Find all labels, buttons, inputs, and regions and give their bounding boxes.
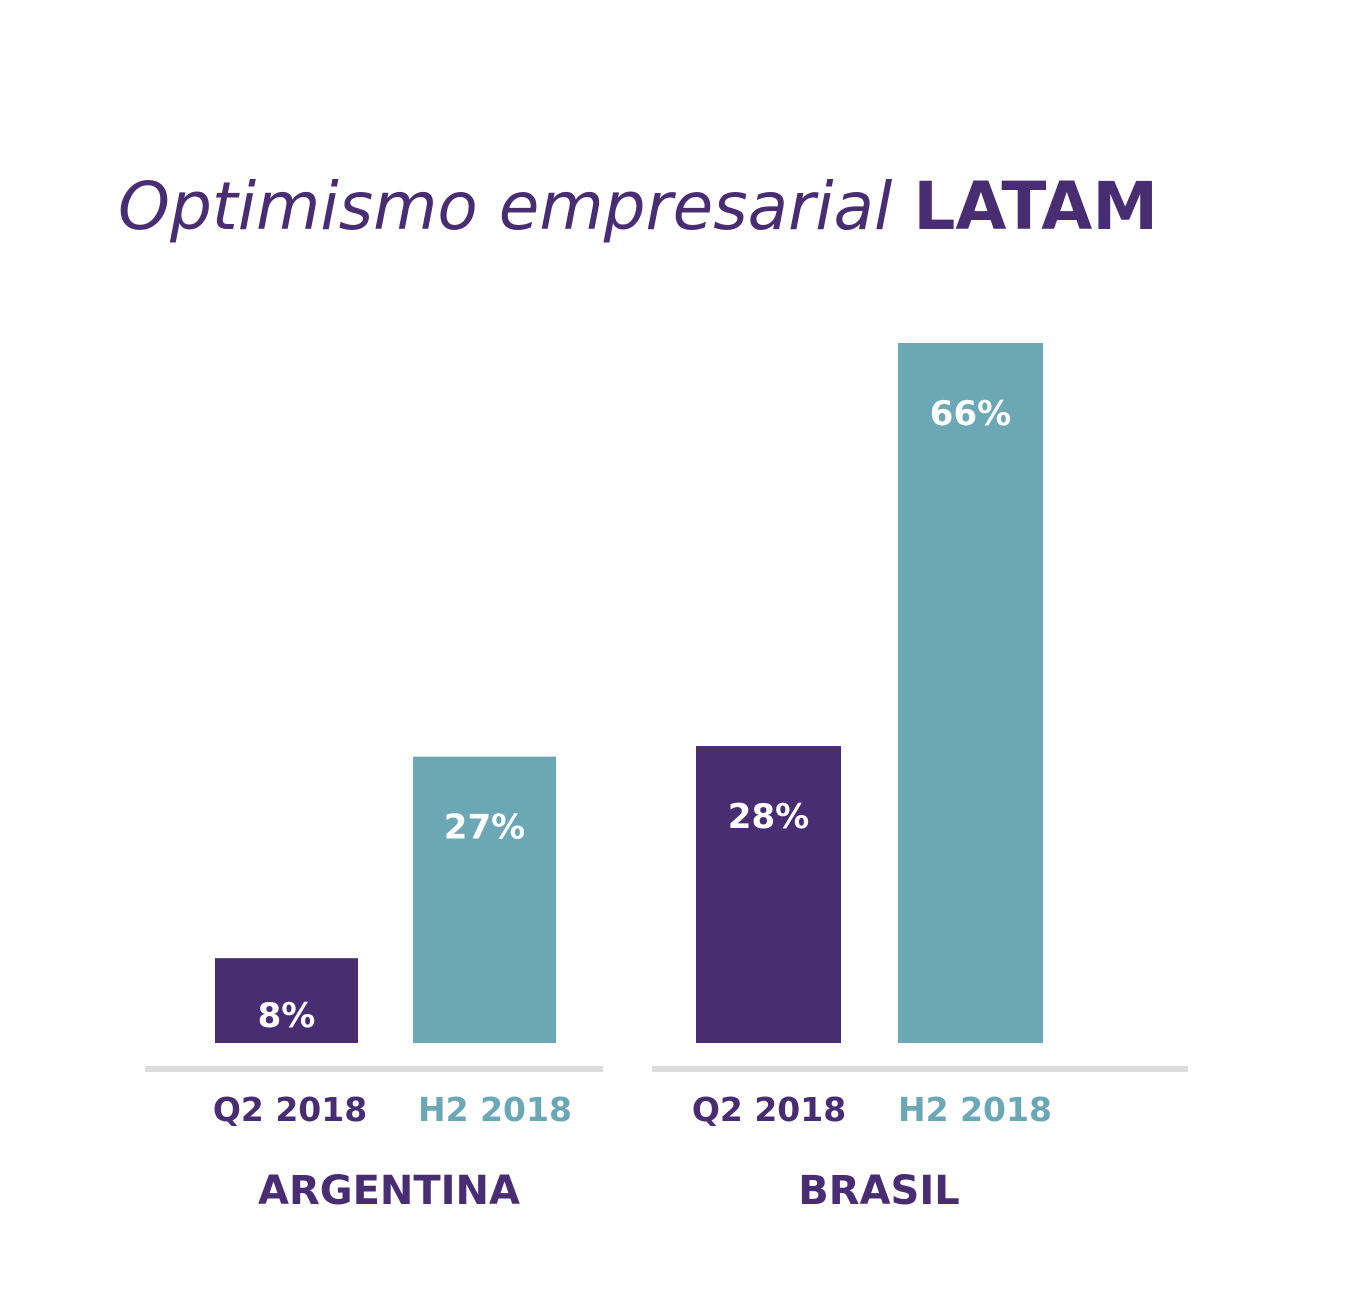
bar <box>413 756 556 1043</box>
title-bold: LATAM <box>913 168 1158 245</box>
bar <box>696 746 841 1043</box>
chart-title: Optimismo empresarial LATAM <box>118 168 1158 245</box>
x-tick-label: H2 2018 <box>418 1090 572 1129</box>
x-tick-label: H2 2018 <box>898 1090 1052 1129</box>
title-text: Optimismo empresarial <box>118 168 893 245</box>
data-label: 27% <box>444 808 525 848</box>
group-label: ARGENTINA <box>258 1168 520 1214</box>
group-label: BRASIL <box>798 1168 959 1214</box>
x-tick-label: Q2 2018 <box>692 1090 846 1129</box>
bar <box>898 343 1043 1043</box>
x-axis-line <box>652 1066 1188 1072</box>
data-label: 8% <box>258 996 316 1036</box>
x-axis-line <box>145 1066 603 1072</box>
bar <box>215 958 358 1043</box>
x-tick-label: Q2 2018 <box>213 1090 367 1129</box>
data-label: 28% <box>728 797 809 837</box>
data-label: 66% <box>930 394 1011 434</box>
